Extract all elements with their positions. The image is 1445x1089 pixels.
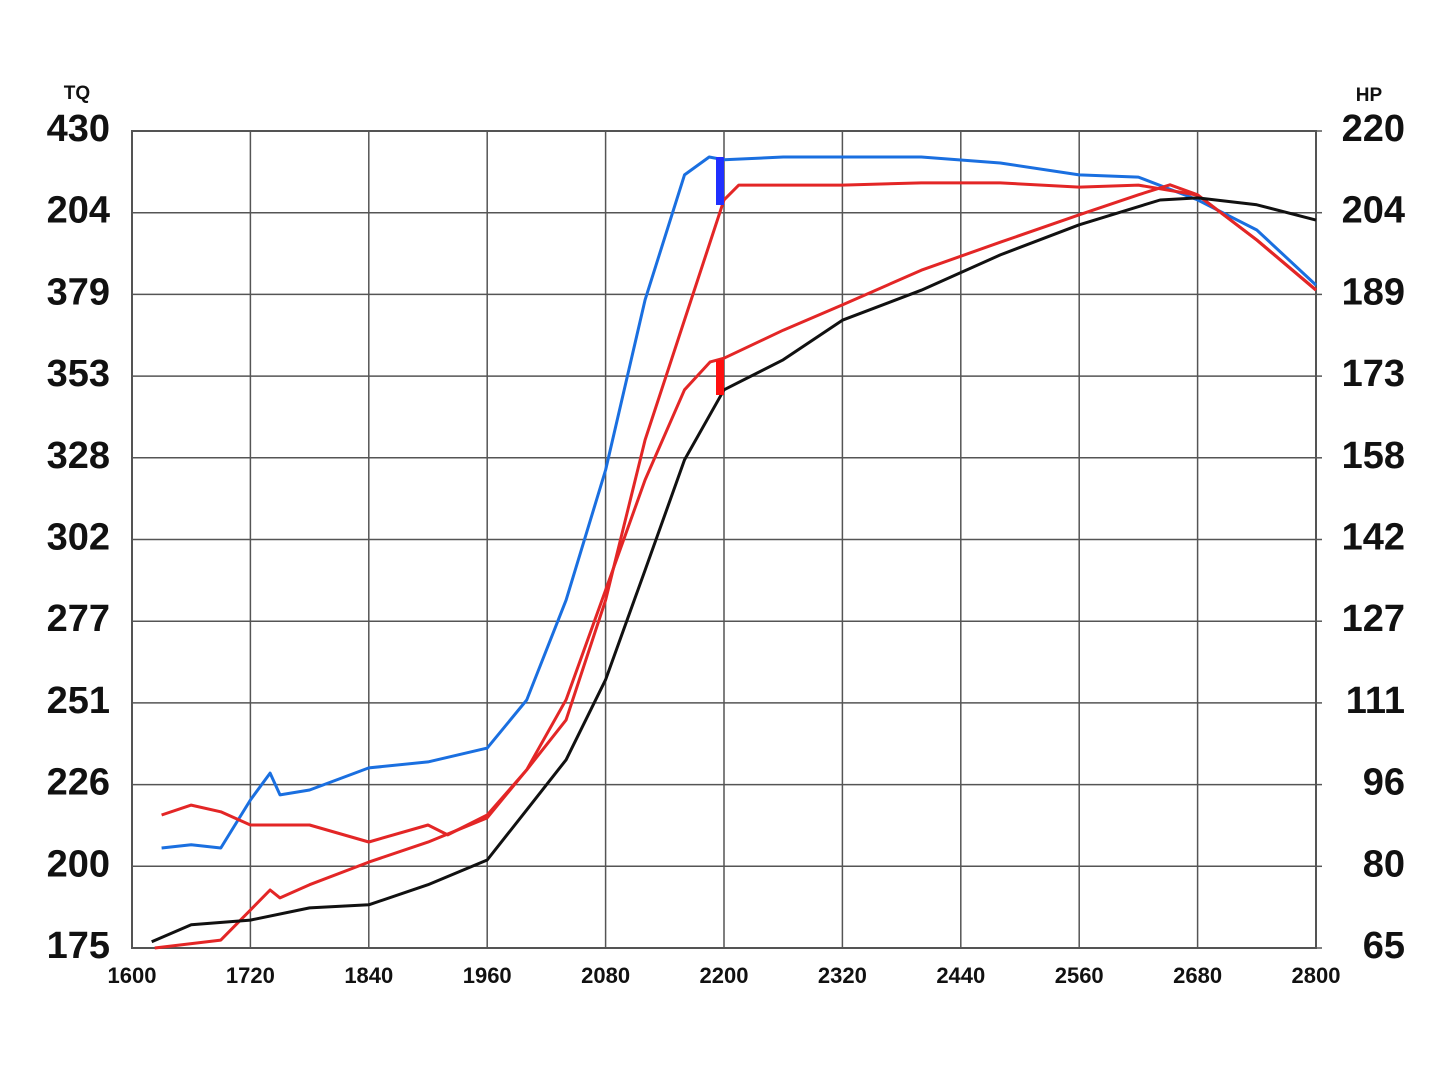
y-tick-label: 353 xyxy=(47,353,110,395)
x-tick-label: 1840 xyxy=(344,963,393,988)
y2-tick-label: 220 xyxy=(1342,108,1405,150)
data-line xyxy=(161,181,1317,844)
marker-bar xyxy=(716,157,724,205)
data-line xyxy=(154,183,1317,950)
y2-tick-label: 96 xyxy=(1363,762,1405,804)
y-tick-label: 226 xyxy=(47,762,110,804)
y2-tick-label: 204 xyxy=(1342,190,1405,232)
marker-bar xyxy=(716,360,724,395)
y2-tick-label: 111 xyxy=(1346,680,1405,722)
x-tick-label: 2560 xyxy=(1055,963,1104,988)
y-tick-label: 430 xyxy=(47,108,110,150)
y-tick-label: 200 xyxy=(47,843,110,885)
x-tick-label: 1960 xyxy=(463,963,512,988)
x-tick-label: 2320 xyxy=(818,963,867,988)
y2-tick-label: 127 xyxy=(1342,598,1405,640)
data-line xyxy=(161,155,1318,850)
x-tick-label: 2440 xyxy=(936,963,985,988)
y-axis-label: TQ xyxy=(64,83,90,104)
x-tick-label: 2800 xyxy=(1292,963,1341,988)
y-tick-label: 302 xyxy=(47,517,110,559)
y-tick-label: 277 xyxy=(47,598,110,640)
x-tick-label: 2680 xyxy=(1173,963,1222,988)
y-tick-label: 379 xyxy=(47,271,110,313)
x-tick-label: 2200 xyxy=(700,963,749,988)
x-tick-label: 1720 xyxy=(226,963,275,988)
y-tick-label: 204 xyxy=(47,190,110,232)
x-tick-label: 1600 xyxy=(108,963,157,988)
y2-tick-label: 80 xyxy=(1363,843,1405,885)
data-line xyxy=(151,196,1317,944)
y2-tick-label: 173 xyxy=(1342,353,1405,395)
y-tick-label: 175 xyxy=(47,925,110,967)
y-tick-label: 251 xyxy=(47,680,110,722)
y-tick-label: 328 xyxy=(47,435,110,477)
y2-axis-label: HP xyxy=(1356,85,1383,106)
y2-tick-label: 65 xyxy=(1363,925,1405,967)
lines xyxy=(151,155,1318,950)
x-tick-label: 2080 xyxy=(581,963,630,988)
y2-tick-label: 142 xyxy=(1342,517,1405,559)
y2-tick-label: 189 xyxy=(1342,271,1405,313)
y2-tick-label: 158 xyxy=(1342,435,1405,477)
